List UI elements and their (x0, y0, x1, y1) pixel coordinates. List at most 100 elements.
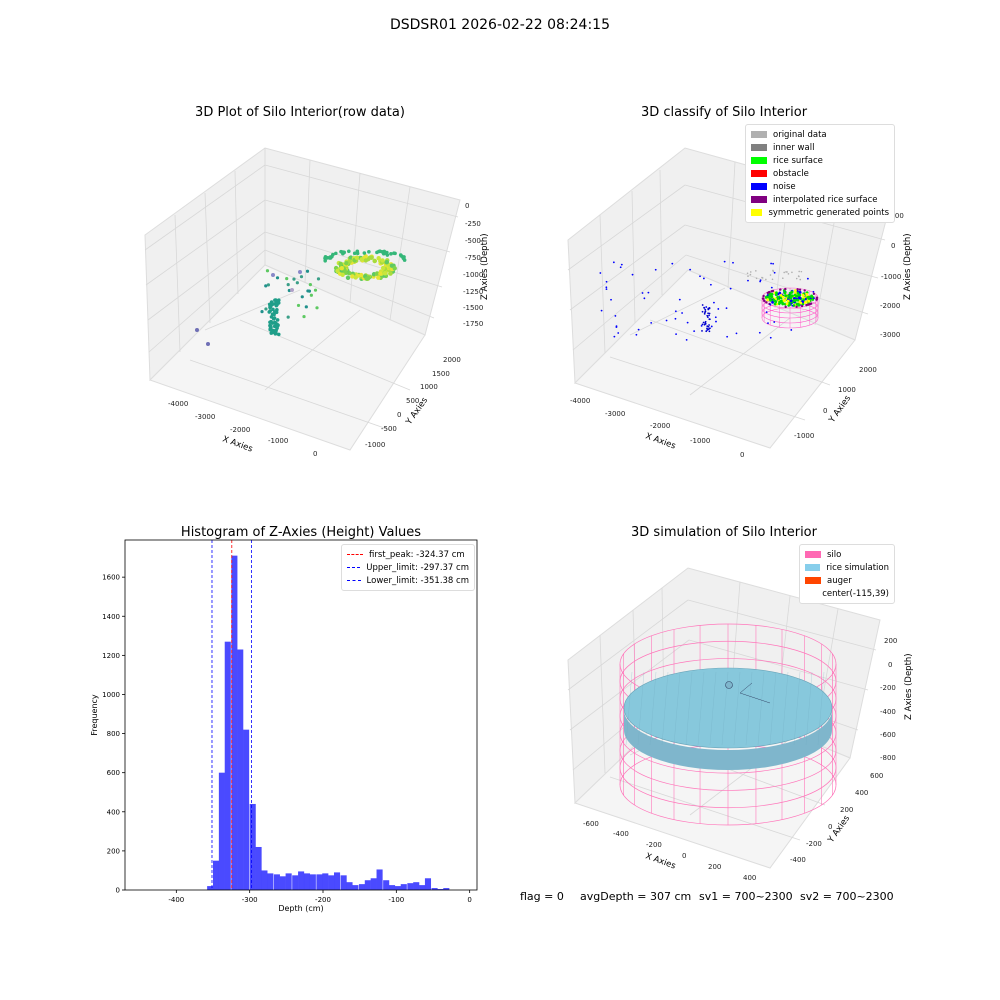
raw-point (285, 277, 289, 281)
classify-point (704, 320, 707, 323)
hist-bar (340, 875, 347, 890)
legend-item-first-peak: first_peak: -324.37 cm (347, 548, 469, 561)
classify-point (701, 323, 704, 326)
raw-y-tick: 2000 (443, 356, 461, 364)
raw-z-tick: -1500 (463, 304, 483, 312)
classify-z-tick: -3000 (880, 331, 900, 339)
classify-point (809, 302, 813, 305)
raw-point (359, 257, 364, 262)
hist-xlabel: Depth (cm) (278, 904, 323, 913)
classify-point (785, 302, 789, 306)
legend-swatch (805, 590, 816, 597)
raw-z-tick: -500 (465, 237, 481, 245)
classify-point (778, 291, 782, 295)
hist-bar (303, 873, 311, 890)
sim-rice-mesh (697, 671, 705, 746)
raw-point (271, 302, 275, 306)
panel-raw-3d: 3D Plot of Silo Interior(row data) -4000… (144, 105, 490, 458)
raw-point (275, 318, 280, 322)
raw-point (392, 266, 397, 271)
raw-point (275, 300, 280, 305)
classify-point (749, 273, 752, 276)
classify-point (791, 271, 793, 274)
classify-point (770, 286, 773, 289)
classify-z-tick: 0 (891, 242, 895, 250)
sim-z-tick: -400 (880, 708, 896, 716)
classify-point (773, 321, 776, 323)
raw-point (272, 310, 277, 314)
hist-bar (273, 874, 280, 890)
hist-bar (292, 875, 299, 890)
hist-bar (437, 889, 444, 890)
classify-point (798, 288, 802, 291)
legend-swatch (805, 551, 821, 558)
sim-x-tick: -600 (583, 820, 599, 828)
sim-x-tick: -200 (646, 841, 662, 849)
raw-grid (144, 148, 459, 431)
classify-point (779, 299, 783, 303)
hist-bar (328, 875, 335, 890)
classify-point (803, 289, 806, 292)
raw-point (388, 271, 393, 276)
legend-item-noise: noise (751, 180, 889, 193)
classify-point (605, 280, 608, 283)
classify-point (605, 286, 608, 289)
sim-rice-mesh (649, 671, 657, 746)
hist-bar (261, 870, 268, 890)
classify-point (781, 302, 785, 306)
classify-point (707, 307, 710, 310)
hist-bar (279, 876, 286, 890)
hist-bars (207, 555, 450, 890)
classify-point (801, 293, 805, 297)
classify-point (769, 303, 772, 306)
classify-point (797, 293, 801, 297)
legend-item-auger: auger (805, 574, 889, 587)
raw-y-tick: -1000 (365, 441, 385, 449)
raw-point (401, 256, 406, 261)
classify-point (599, 272, 602, 274)
classify-point (703, 306, 705, 309)
classify-point (732, 261, 734, 264)
classify-point (792, 304, 796, 307)
classify-point (771, 300, 774, 304)
classify-point (784, 305, 787, 309)
raw-point (389, 263, 395, 268)
hist-y-tick-label: 1200 (102, 652, 120, 660)
raw-point (286, 283, 290, 287)
classify-x-tick: -2000 (650, 422, 670, 430)
classify-point (725, 307, 728, 310)
classify-point (763, 299, 766, 303)
classify-point (709, 327, 711, 330)
classify-point (797, 275, 800, 277)
classify-point (783, 271, 785, 274)
classify-y-tick: 2000 (859, 366, 877, 374)
classify-point (706, 316, 709, 319)
classify-point (702, 277, 705, 280)
raw-xlabel: X Axies (221, 434, 254, 454)
raw-point (353, 275, 358, 280)
raw-point (339, 265, 344, 271)
classify-point (805, 292, 809, 296)
raw-point (298, 270, 302, 274)
legend-line (347, 567, 361, 568)
hist-bar (231, 555, 238, 890)
legend-swatch (751, 131, 767, 138)
raw-z-tick: -750 (465, 254, 481, 262)
sim-title: 3D simulation of Silo Interior (631, 525, 818, 540)
classify-point (804, 300, 807, 304)
raw-point (276, 332, 281, 337)
raw-point (366, 275, 371, 281)
raw-floor (149, 264, 426, 451)
sim-y-tick: -200 (806, 840, 822, 848)
raw-point (313, 288, 318, 292)
raw-x-tick: -3000 (195, 413, 215, 421)
raw-z-tick: -250 (465, 220, 481, 228)
classify-point (701, 330, 703, 332)
raw-point (316, 277, 321, 281)
raw-y-tick: -500 (381, 425, 397, 433)
classify-point (708, 318, 711, 321)
legend-swatch (751, 196, 767, 203)
sim-rice-mesh (769, 671, 777, 746)
classify-point (781, 295, 785, 299)
raw-point (359, 272, 364, 278)
